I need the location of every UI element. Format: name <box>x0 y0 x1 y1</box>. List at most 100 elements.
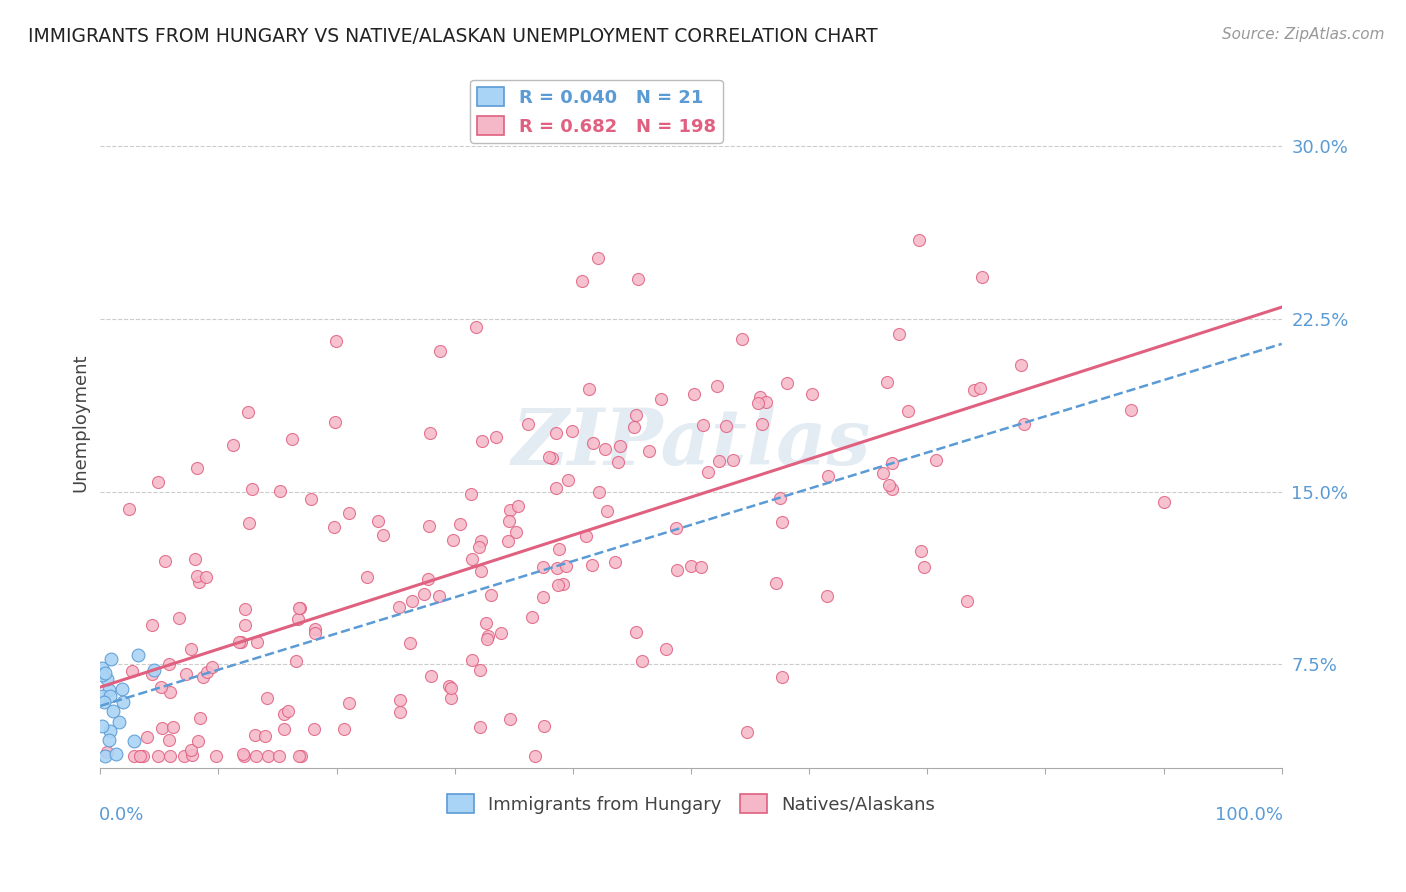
Point <box>544 482 567 496</box>
Point <box>499 712 522 726</box>
Point <box>769 491 792 505</box>
Point <box>245 728 267 742</box>
Point <box>461 551 484 566</box>
Point <box>195 665 218 680</box>
Point <box>441 533 464 547</box>
Point <box>96 672 118 686</box>
Point <box>290 749 312 764</box>
Point <box>557 473 579 487</box>
Point <box>925 453 948 467</box>
Point <box>574 529 596 543</box>
Point <box>586 251 609 265</box>
Point <box>103 704 125 718</box>
Point <box>723 453 745 467</box>
Point <box>460 486 482 500</box>
Point <box>186 460 208 475</box>
Point <box>508 500 530 514</box>
Point <box>531 560 554 574</box>
Point <box>770 669 793 683</box>
Point <box>188 711 211 725</box>
Point <box>146 749 169 764</box>
Point <box>124 749 146 764</box>
Point <box>90 660 112 674</box>
Point <box>969 381 991 395</box>
Point <box>461 652 484 666</box>
Point <box>304 622 326 636</box>
Y-axis label: Unemployment: Unemployment <box>72 353 89 491</box>
Point <box>399 636 422 650</box>
Point <box>815 589 838 603</box>
Point <box>603 555 626 569</box>
Point <box>153 554 176 568</box>
Point <box>578 383 600 397</box>
Point <box>269 484 291 499</box>
Point <box>232 749 254 764</box>
Point <box>273 722 295 736</box>
Text: IMMIGRANTS FROM HUNGARY VS NATIVE/ALASKAN UNEMPLOYMENT CORRELATION CHART: IMMIGRANTS FROM HUNGARY VS NATIVE/ALASKA… <box>28 27 877 45</box>
Point <box>304 723 326 737</box>
Point <box>800 386 823 401</box>
Point <box>1121 403 1143 417</box>
Point <box>238 516 260 530</box>
Point <box>280 432 302 446</box>
Point <box>464 320 486 334</box>
Point <box>747 395 769 409</box>
Point <box>100 652 122 666</box>
Point <box>470 564 492 578</box>
Point <box>588 485 610 500</box>
Point <box>475 616 498 631</box>
Point <box>689 559 711 574</box>
Point <box>877 477 900 491</box>
Point <box>150 681 173 695</box>
Point <box>288 601 311 615</box>
Point <box>638 443 661 458</box>
Point <box>467 540 489 554</box>
Point <box>427 589 450 603</box>
Point <box>897 403 920 417</box>
Point <box>765 576 787 591</box>
Point <box>544 426 567 441</box>
Point <box>505 524 527 539</box>
Point <box>475 632 498 646</box>
Point <box>520 610 543 624</box>
Point <box>533 718 555 732</box>
Point <box>623 420 645 434</box>
Point <box>468 719 491 733</box>
Point <box>273 707 295 722</box>
Point <box>471 434 494 448</box>
Point <box>654 642 676 657</box>
Point <box>470 533 492 548</box>
Point <box>666 563 689 577</box>
Point <box>561 424 583 438</box>
Point <box>277 704 299 718</box>
Point <box>246 635 269 649</box>
Point <box>124 734 146 748</box>
Point <box>159 749 181 764</box>
Point <box>232 747 254 761</box>
Point <box>776 376 799 390</box>
Point <box>440 681 463 695</box>
Point <box>912 560 935 574</box>
Point <box>595 442 617 456</box>
Point <box>907 233 929 247</box>
Point <box>531 591 554 605</box>
Point <box>910 544 932 558</box>
Point <box>112 695 135 709</box>
Point <box>332 722 354 736</box>
Point <box>299 491 322 506</box>
Point <box>735 725 758 739</box>
Point <box>90 689 112 703</box>
Point <box>956 594 979 608</box>
Point <box>770 515 793 529</box>
Point <box>630 654 652 668</box>
Point <box>440 690 463 705</box>
Point <box>582 436 605 450</box>
Point <box>284 654 307 668</box>
Point <box>714 418 737 433</box>
Text: ZIPatlas: ZIPatlas <box>512 405 870 482</box>
Point <box>624 408 647 422</box>
Point <box>429 343 451 358</box>
Point <box>963 383 986 397</box>
Point <box>127 648 149 662</box>
Point <box>419 426 441 441</box>
